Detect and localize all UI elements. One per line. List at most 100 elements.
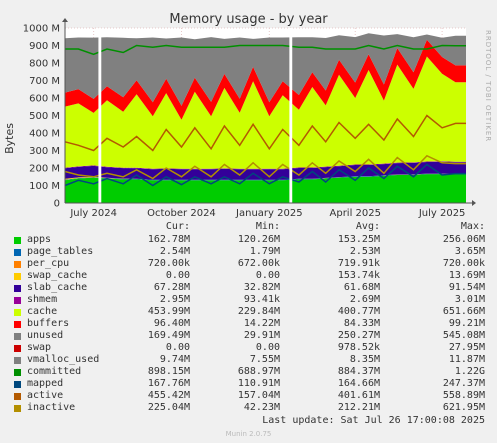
legend-value-avg: 2.69M [349, 294, 380, 305]
y-tick-label: 700 M [29, 76, 60, 87]
legend-header-cur: Cur: [165, 221, 190, 232]
legend-series-name: cache [27, 306, 58, 317]
legend-value-max: 545.08M [442, 330, 485, 341]
legend-series-name: slab_cache [27, 282, 88, 293]
series-line-active [64, 114, 466, 152]
legend-value-min: 29.91M [243, 330, 280, 341]
legend-value-avg: 61.68M [343, 282, 380, 293]
legend-value-min: 0.00 [255, 270, 280, 281]
legend-header-avg: Avg: [355, 221, 380, 232]
legend-row-active: active 455.42M 157.04M 401.61M 558.89M [0, 390, 497, 402]
y-tick-label: 400 M [29, 129, 60, 140]
legend-value-max: 247.37M [442, 378, 485, 389]
rrdtool-watermark: RRDTOOL / TOBI OETIKER [484, 30, 492, 143]
legend-series-name: swap_cache [27, 270, 88, 281]
legend-value-cur: 2.95M [159, 294, 190, 305]
y-tick-label: 200 M [29, 164, 60, 175]
y-axis-arrow [62, 18, 68, 22]
legend-swatch [14, 285, 21, 292]
series-area-buffers [65, 39, 466, 120]
gap-band [289, 28, 293, 203]
series-area-apps [65, 174, 466, 203]
legend-header-min: Min: [255, 221, 280, 232]
x-tick-label: April 2025 [330, 208, 381, 219]
legend-value-max: 27.95M [448, 342, 485, 353]
legend-value-cur: 2.54M [159, 246, 190, 257]
legend-value-max: 3.65M [454, 246, 485, 257]
legend-value-avg: 2.53M [349, 246, 380, 257]
legend-header: Cur: Min: Avg: Max: [0, 221, 497, 233]
series-line-inactive [64, 154, 466, 180]
y-tick-label: 1000 M [23, 24, 60, 35]
legend-value-avg: 978.52k [337, 342, 380, 353]
legend-value-max: 621.95M [442, 402, 485, 413]
legend-swatch [14, 333, 21, 340]
legend-row-swap: swap 0.00 0.00 978.52k 27.95M [0, 342, 497, 354]
x-tick-labels: July 2024 October 2024 January 2025 April 2… [69, 208, 465, 219]
legend-value-cur: 455.42M [147, 390, 190, 401]
legend-swatch [14, 321, 21, 328]
legend-value-min: 229.84M [237, 306, 280, 317]
legend-header-max: Max: [460, 221, 485, 232]
legend-value-cur: 720.00k [147, 258, 190, 269]
x-axis-arrow [472, 200, 476, 206]
legend-row-swap_cache: swap_cache 0.00 0.00 153.74k 13.69M [0, 270, 497, 282]
legend-row-shmem: shmem 2.95M 93.41k 2.69M 3.01M [0, 294, 497, 306]
legend-row-cache: cache 453.99M 229.84M 400.77M 651.66M [0, 306, 497, 318]
legend-value-cur: 0.00 [165, 270, 190, 281]
series-line-mapped [64, 163, 466, 187]
legend-value-avg: 884.37M [337, 366, 380, 377]
legend-value-min: 1.79M [249, 246, 280, 257]
legend-value-max: 720.00k [442, 258, 485, 269]
legend-swatch [14, 309, 21, 316]
gap-band [98, 28, 102, 203]
y-tick-label: 900 M [29, 41, 60, 52]
legend-value-min: 42.23M [243, 402, 280, 413]
y-tick-label: 800 M [29, 59, 60, 70]
y-tick-label: 600 M [29, 94, 60, 105]
legend-value-avg: 153.74k [337, 270, 380, 281]
legend-value-avg: 164.66M [337, 378, 380, 389]
legend-row-buffers: buffers 96.40M 14.22M 84.33M 99.21M [0, 318, 497, 330]
y-tick-label: 300 M [29, 146, 60, 157]
legend-value-min: 14.22M [243, 318, 280, 329]
legend-value-max: 11.87M [448, 354, 485, 365]
legend-row-committed: committed 898.15M 688.97M 884.37M 1.22G [0, 366, 497, 378]
series-area-cache [65, 56, 466, 169]
legend-swatch [14, 381, 21, 388]
legend-series-name: buffers [27, 318, 70, 329]
legend-row-mapped: mapped 167.76M 110.91M 164.66M 247.37M [0, 378, 497, 390]
x-tick-label: July 2024 [69, 208, 117, 219]
legend-value-cur: 898.15M [147, 366, 190, 377]
legend-value-min: 672.00k [237, 258, 280, 269]
legend-value-min: 157.04M [237, 390, 280, 401]
memory-area-chart: 0 100 M 200 M 300 M 400 M 500 M 600 M 700 M 800 … [23, 18, 476, 219]
legend-value-avg: 84.33M [343, 318, 380, 329]
legend-swatch [14, 297, 21, 304]
legend-row-vmalloc_used: vmalloc_used 9.74M 7.55M 8.35M 11.87M [0, 354, 497, 366]
legend-series-name: page_tables [27, 246, 94, 257]
x-tick-label: July 2025 [418, 208, 466, 219]
legend-value-max: 91.54M [448, 282, 485, 293]
legend-value-max: 13.69M [448, 270, 485, 281]
stacked-areas [65, 33, 466, 203]
legend-swatch [14, 345, 21, 352]
legend-row-apps: apps 162.78M 120.26M 153.25M 256.06M [0, 234, 497, 246]
legend-swatch [14, 405, 21, 412]
legend-value-max: 558.89M [442, 390, 485, 401]
legend-swatch [14, 261, 21, 268]
legend-swatch [14, 369, 21, 376]
y-tick-label: 100 M [29, 181, 60, 192]
legend-value-cur: 96.40M [153, 318, 190, 329]
legend-value-avg: 400.77M [337, 306, 380, 317]
y-tick-labels: 0 100 M 200 M 300 M 400 M 500 M 600 M 700 M 800 … [23, 24, 60, 210]
legend-series-name: shmem [27, 294, 58, 305]
legend-series-name: per_cpu [27, 258, 70, 269]
legend-value-max: 651.66M [442, 306, 485, 317]
x-tick-label: October 2024 [147, 208, 216, 219]
legend-series-name: inactive [27, 402, 76, 413]
legend-series-name: mapped [27, 378, 64, 389]
legend-series-name: apps [27, 234, 52, 245]
series-area-slab_cache [65, 161, 466, 180]
legend-row-per_cpu: per_cpu 720.00k 672.00k 719.91k 720.00k [0, 258, 497, 270]
